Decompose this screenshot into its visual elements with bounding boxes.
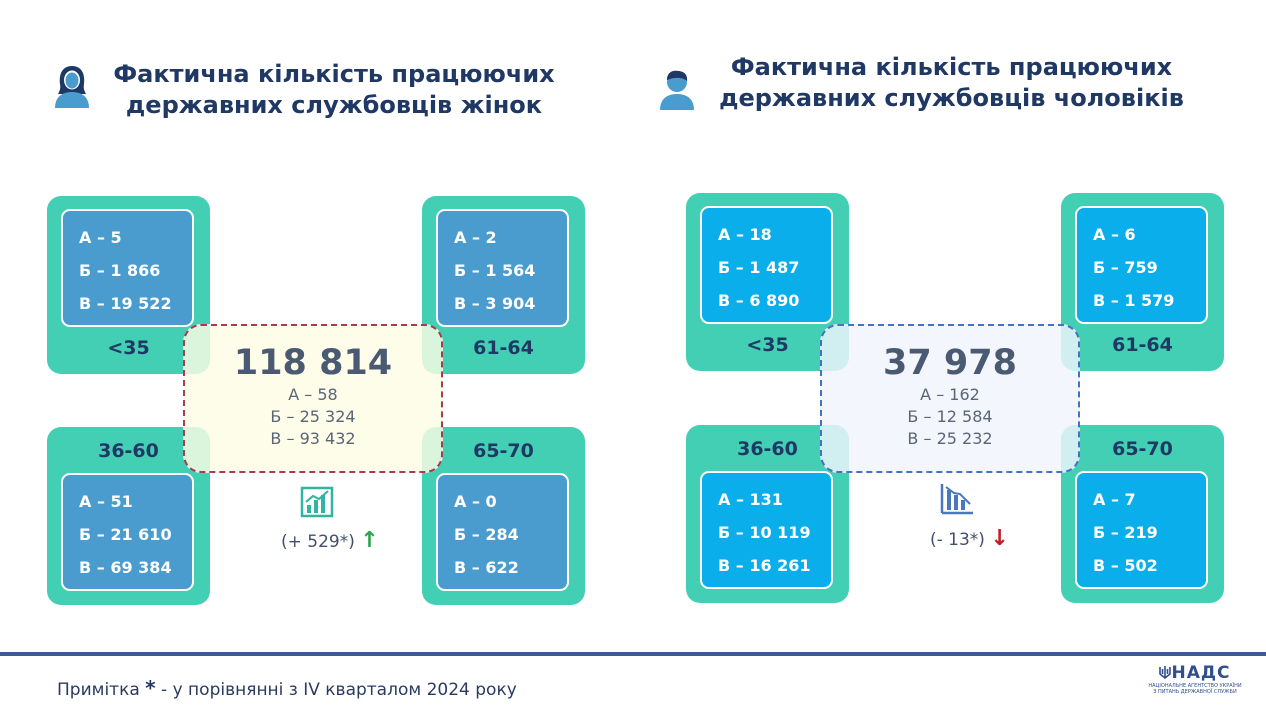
grade-b-value: Б – 1 866 (79, 261, 161, 280)
men-card-under35: А – 18 Б – 1 487 В – 6 890 <35 (686, 193, 849, 371)
men-card-61-64-values: А – 6 Б – 759 В – 1 579 (1075, 206, 1208, 324)
grade-v-value: В – 1 579 (1093, 291, 1175, 310)
age-label-under35: <35 (746, 334, 789, 356)
men-title-line2: державних службовців чоловіків (719, 84, 1184, 112)
grade-v-value: В – 19 522 (79, 294, 172, 313)
men-total-b: Б – 12 584 (907, 407, 993, 426)
grade-v-value: В – 3 904 (454, 294, 536, 313)
grade-b-value: Б – 21 610 (79, 525, 172, 544)
men-title-line1: Фактична кількість працюючих (730, 53, 1173, 81)
women-card-under35: А – 5 Б – 1 866 В – 19 522 <35 (47, 196, 210, 374)
women-card-36-60-values: А – 51 Б – 21 610 В – 69 384 (61, 473, 194, 591)
grade-a-value: А – 131 (718, 490, 783, 509)
grade-v-value: В – 502 (1093, 556, 1158, 575)
grade-b-value: Б – 1 564 (454, 261, 536, 280)
men-card-under35-values: А – 18 Б – 1 487 В – 6 890 (700, 206, 833, 324)
women-change-value: (+ 529*) (281, 532, 355, 552)
men-title: Фактична кількість працюючих державних с… (699, 52, 1204, 114)
grade-v-value: В – 16 261 (718, 556, 811, 575)
men-total-v: В – 25 232 (907, 429, 993, 448)
nads-logo: НАДС НАЦІОНАЛЬНЕ АГЕНТСТВО УКРАЇНИ З ПИТ… (1147, 663, 1243, 695)
footer-note: Примітка * - у порівнянні з IV кварталом… (57, 676, 517, 700)
grade-a-value: А – 0 (454, 492, 497, 511)
note-text: - у порівнянні з IV кварталом 2024 року (161, 680, 517, 700)
chart-increase-icon (300, 486, 334, 518)
grade-v-value: В – 6 890 (718, 291, 800, 310)
men-total: 37 978 (883, 343, 1017, 383)
women-total-box: 118 814 А – 58 Б – 25 324 В – 93 432 (183, 324, 443, 473)
grade-v-value: В – 622 (454, 558, 519, 577)
women-card-36-60: 36-60 А – 51 Б – 21 610 В – 69 384 (47, 427, 210, 605)
women-card-under35-values: А – 5 Б – 1 866 В – 19 522 (61, 209, 194, 327)
chart-decrease-icon (940, 484, 973, 515)
age-label-61-64: 61-64 (473, 337, 534, 359)
women-change: (+ 529*) ↑ (281, 528, 379, 553)
age-label-under35: <35 (107, 337, 150, 359)
men-card-65-70-values: А – 7 Б – 219 В – 502 (1075, 471, 1208, 589)
women-card-65-70: 65-70 А – 0 Б – 284 В – 622 (422, 427, 585, 605)
grade-a-value: А – 2 (454, 228, 497, 247)
grade-b-value: Б – 759 (1093, 258, 1158, 277)
age-label-65-70: 65-70 (1112, 438, 1173, 460)
male-person-icon (660, 70, 694, 110)
logo-subtitle-2: З ПИТАНЬ ДЕРЖАВНОЇ СЛУЖБИ (1153, 689, 1237, 695)
arrow-down-icon: ↓ (990, 526, 1009, 551)
men-card-65-70: 65-70 А – 7 Б – 219 В – 502 (1061, 425, 1224, 603)
grade-a-value: А – 5 (79, 228, 122, 247)
women-total-v: В – 93 432 (270, 429, 356, 448)
arrow-up-icon: ↑ (360, 528, 379, 553)
female-person-icon (55, 66, 89, 108)
grade-b-value: Б – 1 487 (718, 258, 800, 277)
women-card-65-70-values: А – 0 Б – 284 В – 622 (436, 473, 569, 591)
women-title-line2: державних службовців жінок (125, 91, 543, 119)
logo-title: НАДС (1147, 663, 1243, 683)
note-star: * (145, 676, 156, 700)
grade-v-value: В – 69 384 (79, 558, 172, 577)
grade-a-value: А – 7 (1093, 490, 1136, 509)
women-total: 118 814 (233, 343, 393, 383)
age-label-36-60: 36-60 (737, 438, 798, 460)
trident-icon (1159, 666, 1172, 680)
grade-b-value: Б – 10 119 (718, 523, 811, 542)
grade-b-value: Б – 219 (1093, 523, 1158, 542)
men-total-a: А – 162 (920, 385, 980, 404)
women-title: Фактична кількість працюючих державних с… (96, 59, 572, 121)
grade-a-value: А – 6 (1093, 225, 1136, 244)
age-label-65-70: 65-70 (473, 440, 534, 462)
footer-divider (0, 652, 1266, 656)
women-card-61-64: А – 2 Б – 1 564 В – 3 904 61-64 (422, 196, 585, 374)
men-card-36-60-values: А – 131 Б – 10 119 В – 16 261 (700, 471, 833, 589)
men-change: (- 13*) ↓ (930, 526, 1009, 551)
grade-b-value: Б – 284 (454, 525, 519, 544)
men-change-value: (- 13*) (930, 530, 985, 550)
men-total-box: 37 978 А – 162 Б – 12 584 В – 25 232 (820, 324, 1080, 473)
grade-a-value: А – 18 (718, 225, 772, 244)
age-label-61-64: 61-64 (1112, 334, 1173, 356)
women-title-line1: Фактична кількість працюючих (113, 60, 555, 88)
age-label-36-60: 36-60 (98, 440, 159, 462)
men-card-61-64: А – 6 Б – 759 В – 1 579 61-64 (1061, 193, 1224, 371)
logo-text: НАДС (1171, 663, 1231, 683)
grade-a-value: А – 51 (79, 492, 133, 511)
women-total-a: А – 58 (288, 385, 338, 404)
note-prefix: Примітка (57, 680, 140, 700)
women-total-b: Б – 25 324 (270, 407, 356, 426)
women-card-61-64-values: А – 2 Б – 1 564 В – 3 904 (436, 209, 569, 327)
logo-subtitle-1: НАЦІОНАЛЬНЕ АГЕНТСТВО УКРАЇНИ (1148, 683, 1242, 689)
